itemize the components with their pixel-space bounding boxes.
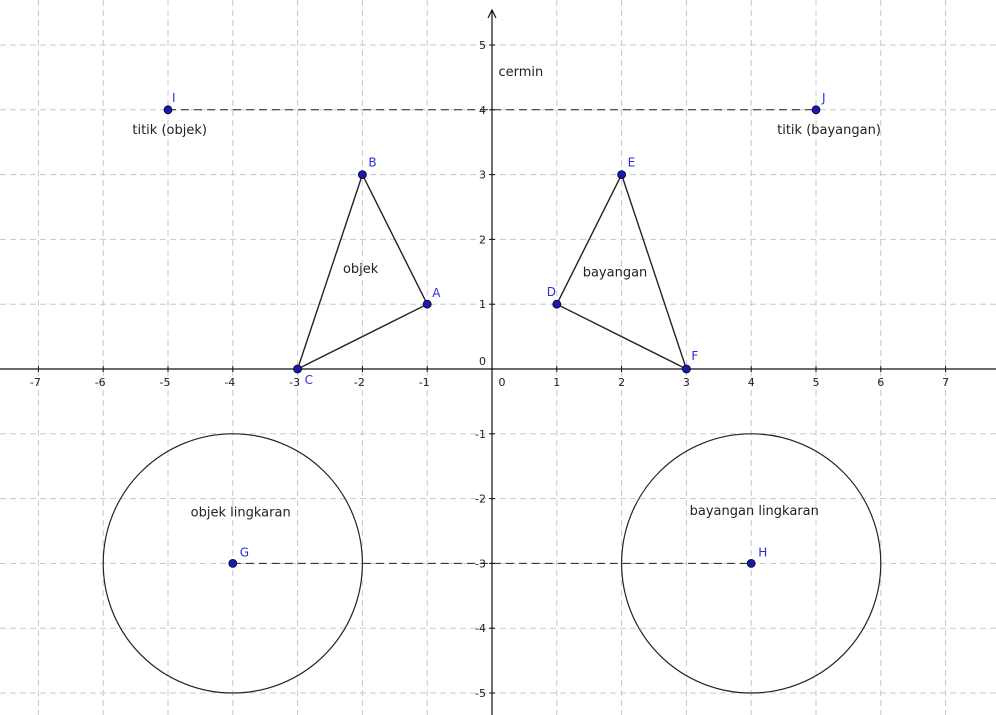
x-tick-label: -6: [95, 376, 106, 389]
y-tick-label: -1: [475, 428, 486, 441]
caption-objek-lingkaran: objek lingkaran: [191, 506, 291, 521]
x-tick-label: 2: [618, 376, 625, 389]
point-label-I: I: [172, 91, 176, 105]
x-tick-label: -4: [224, 376, 235, 389]
x-tick-label: 4: [748, 376, 755, 389]
captions: cermin titik (objek) titik (bayangan) objek…: [132, 65, 881, 521]
point-label-D: D: [547, 285, 556, 299]
point-label-H: H: [758, 545, 767, 559]
point-E[interactable]: [617, 170, 626, 180]
point-H[interactable]: [746, 559, 756, 568]
y-tick-label: -2: [475, 493, 486, 506]
y-tick-label: 5: [479, 39, 486, 52]
y-tick-label: 1: [479, 298, 486, 311]
point-label-E: E: [628, 156, 636, 170]
point-label-F: F: [691, 349, 698, 363]
circle-object: [102, 433, 364, 694]
x-tick-label: -5: [160, 376, 171, 389]
caption-bayangan: bayangan: [583, 265, 648, 280]
triangles: [296, 172, 688, 371]
y-tick-label: -4: [475, 622, 486, 635]
triangle-image: [555, 172, 688, 371]
point-label-B: B: [368, 156, 376, 170]
point-G[interactable]: [228, 559, 238, 568]
triangle-object: [296, 172, 429, 371]
caption-titik-bayangan: titik (bayangan): [777, 123, 881, 138]
x-tick-label: -1: [419, 376, 430, 389]
x-tick-label: 1: [553, 376, 560, 389]
point-label-J: J: [821, 91, 826, 105]
caption-bayangan-lingkaran: bayangan lingkaran: [690, 504, 819, 519]
circles: [102, 433, 882, 694]
y-axis-arrow: [487, 8, 497, 19]
y-tick-label: 0: [479, 355, 486, 368]
point-B[interactable]: [357, 170, 367, 180]
x-tick-label: -2: [354, 376, 365, 389]
x-tick-label: -7: [30, 376, 41, 389]
x-tick-label: 7: [942, 376, 949, 389]
dashed-lines: [168, 109, 816, 564]
y-tick-label: -5: [475, 687, 486, 700]
x-tick-label: 6: [877, 376, 884, 389]
x-tick-label: 0: [499, 376, 506, 389]
points: A B C D E F G H I J: [163, 91, 826, 568]
x-tick-label: -3: [289, 376, 300, 389]
point-A[interactable]: [422, 299, 432, 309]
point-C[interactable]: [293, 364, 303, 374]
caption-objek: objek: [343, 262, 379, 277]
point-label-C: C: [305, 373, 313, 387]
point-J[interactable]: [811, 105, 821, 115]
point-D[interactable]: [552, 299, 562, 309]
y-tick-label: 3: [479, 169, 486, 182]
y-tick-label: 2: [479, 233, 486, 246]
circle-image: [620, 433, 882, 694]
x-tick-label: 3: [683, 376, 690, 389]
point-label-A: A: [432, 286, 441, 300]
point-I[interactable]: [163, 105, 173, 115]
caption-titik-objek: titik (objek): [132, 123, 207, 138]
x-tick-label: 5: [813, 376, 820, 389]
caption-cermin: cermin: [498, 65, 543, 80]
point-F[interactable]: [682, 364, 691, 374]
point-label-G: G: [240, 545, 249, 559]
